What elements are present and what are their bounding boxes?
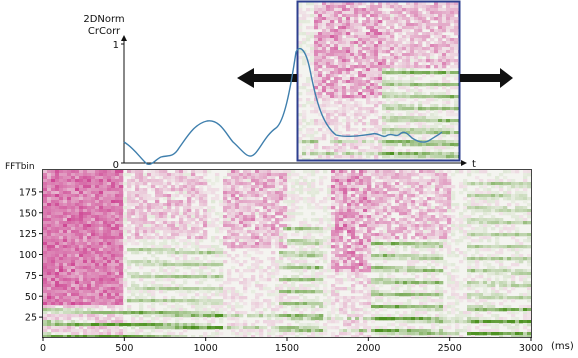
correlation-plot: 2DNorm CrCorr 1 0 t: [83, 0, 513, 171]
window-spectrogram-image: [298, 2, 459, 160]
spectrogram-panel: FFTbin 25 50 75 100 125 150 175 0 500 1000 1500 20…: [5, 162, 574, 354]
slide-left-arrow: [237, 68, 297, 88]
y-tick-label: 25: [25, 313, 37, 324]
x-tick-label: 500: [115, 343, 133, 354]
spectrogram-y-ticks: 25 50 75 100 125 150 175: [19, 187, 43, 324]
spectrogram-ylabel: FFTbin: [5, 162, 35, 172]
x-tick-label: 1000: [194, 343, 218, 354]
y-axis-arrowhead: [121, 35, 127, 41]
x-tick-label: 2500: [438, 343, 462, 354]
x-tick-label: 0: [40, 343, 46, 354]
spectrogram-image: [43, 170, 531, 337]
y-tick-label: 150: [19, 208, 37, 219]
x-axis-arrowhead: [461, 160, 467, 166]
y-tick-label: 125: [19, 229, 37, 240]
slide-right-arrow: [460, 68, 513, 88]
y-tick-label-1: 1: [113, 40, 119, 51]
x-tick-label: 3000: [519, 343, 543, 354]
y-tick-label-0: 0: [113, 160, 119, 171]
x-tick-label: 1500: [275, 343, 299, 354]
spectrogram-xlabel: (ms): [551, 341, 574, 352]
correlation-ylabel-line1: 2DNorm: [83, 14, 124, 25]
y-tick-label: 100: [19, 250, 37, 261]
correlation-ylabel-line2: CrCorr: [88, 26, 121, 37]
y-tick-label: 50: [25, 292, 37, 303]
x-axis-label-t: t: [472, 159, 476, 170]
y-tick-label: 175: [19, 187, 37, 198]
x-tick-label: 2000: [356, 343, 380, 354]
sliding-window-frame: [296, 0, 461, 162]
correlation-curve: [123, 47, 443, 166]
y-tick-label: 75: [25, 271, 37, 282]
sliding-window: [296, 0, 461, 162]
spectrogram-x-ticks: 0 500 1000 1500 2000 2500 3000: [40, 337, 543, 354]
